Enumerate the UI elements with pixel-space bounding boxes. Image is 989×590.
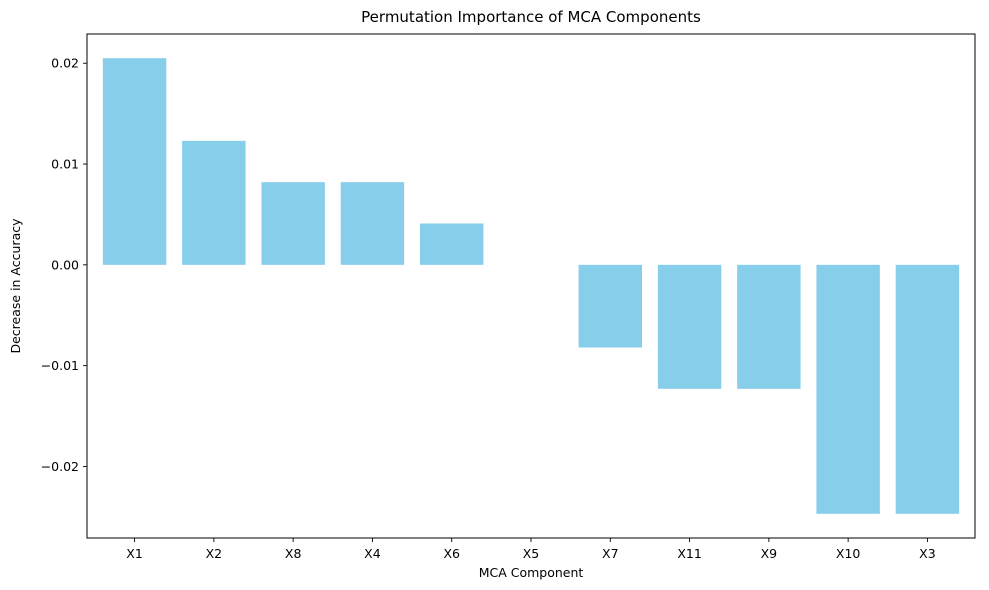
y-axis-label: Decrease in Accuracy (8, 218, 23, 354)
bar-x6 (420, 223, 484, 265)
x-tick-label: X11 (677, 546, 701, 561)
y-tick-label: 0.00 (51, 257, 79, 272)
x-tick-label: X4 (364, 546, 381, 561)
bar-x8 (261, 182, 325, 265)
bar-x7 (578, 264, 642, 348)
y-tick-label: 0.01 (51, 157, 79, 172)
x-tick-label: X8 (285, 546, 302, 561)
bar-x9 (737, 264, 801, 389)
bar-x10 (816, 264, 880, 514)
bar-x1 (102, 58, 167, 265)
x-tick-label: X5 (523, 546, 540, 561)
bars-group (102, 58, 960, 514)
y-axis: −0.02 −0.01 0.00 0.01 0.02 (41, 56, 87, 474)
bar-x2 (182, 140, 246, 265)
x-tick-label: X1 (126, 546, 143, 561)
x-tick-label: X2 (206, 546, 223, 561)
y-tick-label: 0.02 (51, 56, 79, 71)
x-tick-label: X3 (919, 546, 936, 561)
x-tick-label: X10 (836, 546, 861, 561)
y-tick-label: −0.02 (41, 459, 79, 474)
y-tick-label: −0.01 (41, 358, 79, 373)
x-axis-label: MCA Component (479, 565, 584, 580)
chart-title: Permutation Importance of MCA Components (361, 8, 701, 26)
x-tick-label: X7 (602, 546, 619, 561)
x-axis: X1 X2 X8 X4 X6 X5 X7 X11 X9 X10 X3 (126, 538, 936, 561)
bar-x3 (895, 264, 960, 514)
bar-x4 (340, 182, 405, 265)
x-tick-label: X6 (443, 546, 460, 561)
x-tick-label: X9 (761, 546, 778, 561)
bar-x11 (657, 264, 722, 389)
